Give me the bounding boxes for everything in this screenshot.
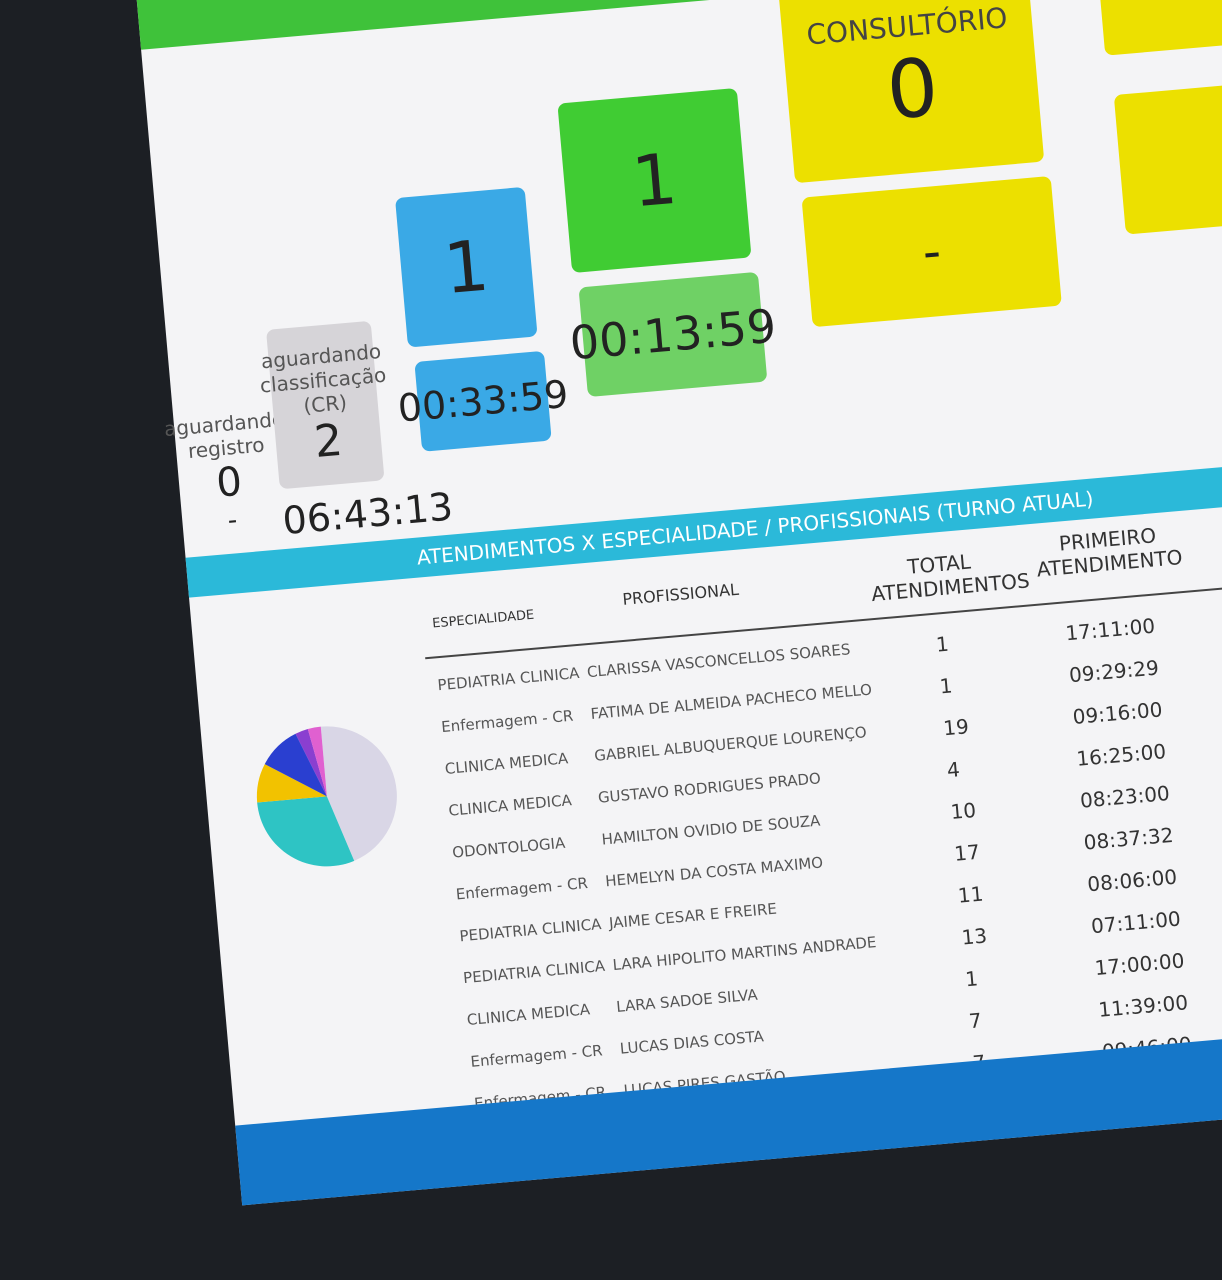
cell-total: 1 <box>964 966 979 992</box>
cell-total: 1 <box>938 673 954 699</box>
cell-total: 4 <box>945 757 961 783</box>
cell-especialidade: Enfermagem - CR <box>455 874 589 904</box>
cell-profissional: LUCAS DIAS COSTA <box>619 1027 765 1058</box>
cell-especialidade: CLINICA MEDICA <box>466 1000 591 1029</box>
card-label: aguardando classificação (CR) <box>258 338 388 418</box>
cell-profissional: FATIMA DE ALMEIDA PACHECO MELLO <box>589 680 873 724</box>
pie-slice <box>257 796 355 867</box>
cell-primeiro: 09:16:00 <box>1071 697 1164 730</box>
card-count: 0 <box>883 40 942 138</box>
cell-especialidade: PEDIATRIA CLINICA <box>458 914 603 946</box>
top-bar <box>135 0 1222 50</box>
cell-total: 17 <box>953 839 981 866</box>
column-header: ESPECIALIDADE <box>431 607 535 632</box>
cell-profissional: LARA SADOE SILVA <box>615 985 759 1016</box>
card-time: 00:13:59 <box>567 298 779 371</box>
cell-especialidade: CLINICA MEDICA <box>447 791 573 820</box>
cell-especialidade: Enfermagem - CR <box>469 1041 604 1071</box>
taskbar <box>235 1026 1222 1206</box>
card-green: 1 <box>557 87 752 274</box>
card-count: 2 <box>312 414 345 468</box>
cell-primeiro: 08:37:32 <box>1082 822 1175 855</box>
cell-especialidade: CLINICA MEDICA <box>444 749 569 778</box>
cell-especialidade: PEDIATRIA CLINICA <box>462 956 606 988</box>
column-header: PROFISSIONAL <box>621 579 740 609</box>
card-consultorio: CONSULTÓRIO 0 <box>777 0 1045 184</box>
cell-total: 13 <box>960 923 989 950</box>
card-classificacao: aguardando classificação (CR) 2 <box>259 320 387 490</box>
pie-chart <box>256 726 397 867</box>
card-time: - <box>226 505 239 536</box>
cell-especialidade: PEDIATRIA CLINICA <box>436 663 581 695</box>
column-header: TOTAL ATENDIMENTOS <box>870 549 1031 607</box>
cell-profissional: CLARISSA VASCONCELLOS SOARES <box>586 640 852 682</box>
pie-slice <box>295 729 327 797</box>
dashboard-screen: aguardando registro 0 - aguardando class… <box>135 0 1222 1206</box>
cell-profissional: LARA HIPOLITO MARTINS ANDRADE <box>611 933 878 975</box>
cell-profissional: HEMELYN DA COSTA MAXIMO <box>604 853 824 891</box>
cell-primeiro: 11:39:00 <box>1097 990 1189 1022</box>
cell-total: 19 <box>942 714 970 741</box>
card-time: 06:43:13 <box>280 484 455 544</box>
card-green-time: 00:13:59 <box>568 271 778 398</box>
column-header: PRIMEIRO ATENDIMENTO <box>1035 523 1184 582</box>
card-time: 00:33:59 <box>396 371 570 431</box>
cell-primeiro: 08:23:00 <box>1079 780 1171 813</box>
pie-slice <box>264 733 327 797</box>
cell-total: 7 <box>967 1008 983 1034</box>
card-consultorio-time: - <box>801 175 1062 328</box>
cell-primeiro: 07:11:00 <box>1090 906 1182 939</box>
cell-primeiro: 09:29:29 <box>1068 655 1160 688</box>
cell-profissional: JAIME CESAR E FREIRE <box>608 899 778 933</box>
cell-total: 10 <box>949 797 978 825</box>
cell-total: 11 <box>956 881 985 908</box>
cell-primeiro: 16:25:00 <box>1075 739 1168 771</box>
card-count: 0 <box>214 458 244 507</box>
card-partial <box>1094 0 1222 56</box>
card-partial <box>1113 77 1222 235</box>
card-time: - <box>920 221 944 282</box>
cell-profissional: HAMILTON OVIDIO DE SOUZA <box>600 811 821 849</box>
cell-primeiro: 08:06:00 <box>1086 864 1178 897</box>
pie-slice <box>307 726 327 797</box>
card-blue-time: 00:33:59 <box>396 350 570 452</box>
cell-profissional: GABRIEL ALBUQUERQUE LOURENÇO <box>593 723 868 765</box>
pie-slice <box>256 764 327 803</box>
card-blue: 1 <box>395 186 538 348</box>
pie-slice <box>320 726 397 861</box>
cell-especialidade: Enfermagem - CR <box>440 706 574 737</box>
cell-primeiro: 17:00:00 <box>1093 948 1186 981</box>
card-count: 1 <box>628 137 681 224</box>
cell-especialidade: ODONTOLOGIA <box>451 833 566 862</box>
cell-profissional: GUSTAVO RODRIGUES PRADO <box>597 769 822 807</box>
cell-primeiro: 17:11:00 <box>1064 613 1157 646</box>
cell-total: 1 <box>934 631 950 657</box>
card-count: 1 <box>440 224 493 311</box>
